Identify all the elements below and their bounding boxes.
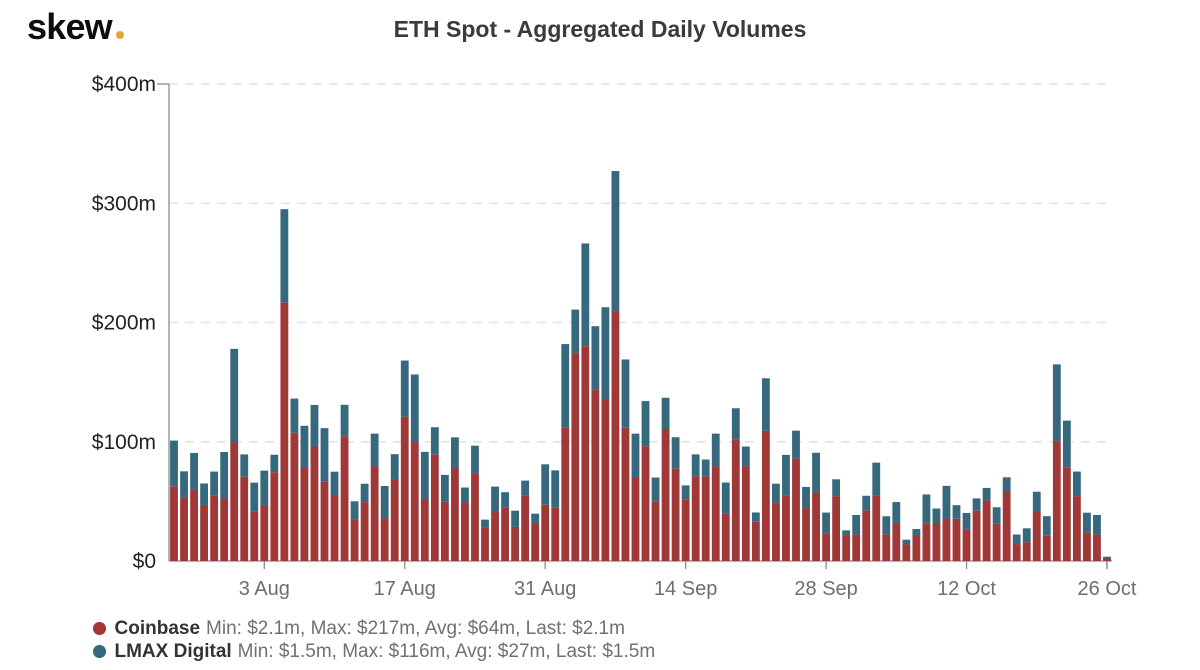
- svg-text:$100m: $100m: [92, 431, 156, 454]
- svg-text:3 Aug: 3 Aug: [239, 578, 290, 600]
- svg-text:12 Oct: 12 Oct: [937, 578, 996, 600]
- svg-text:$300m: $300m: [92, 192, 156, 215]
- svg-text:17 Aug: 17 Aug: [374, 578, 436, 600]
- svg-text:28 Sep: 28 Sep: [794, 578, 857, 600]
- svg-text:14 Sep: 14 Sep: [654, 578, 717, 600]
- svg-text:$400m: $400m: [92, 73, 156, 96]
- svg-text:31 Aug: 31 Aug: [514, 578, 576, 600]
- svg-text:$200m: $200m: [92, 312, 156, 335]
- svg-text:$0: $0: [133, 550, 156, 573]
- svg-text:26 Oct: 26 Oct: [1078, 578, 1137, 600]
